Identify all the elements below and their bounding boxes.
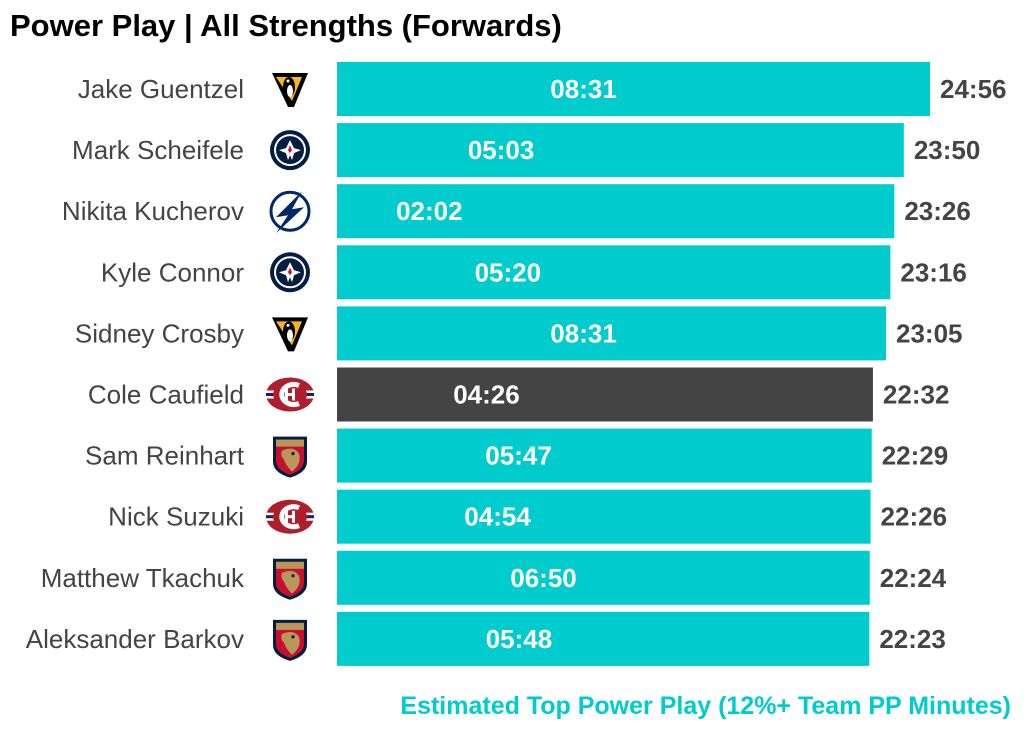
winnipeg-jets-logo: [270, 252, 310, 293]
bar: [337, 62, 930, 116]
pittsburgh-penguins-logo: [272, 73, 308, 107]
bar-row: Sidney Crosby 08:31 23:05: [75, 306, 963, 361]
pp-time-label: 05:47: [485, 441, 552, 471]
montreal-canadiens-logo: [266, 499, 314, 534]
chart-title: Power Play | All Strengths (Forwards): [10, 8, 562, 43]
bar-row: Aleksander Barkov 05:48 22:23: [26, 611, 946, 666]
total-time-label: 22:24: [880, 563, 947, 593]
bar: [337, 550, 870, 605]
player-name-label: Aleksander Barkov: [26, 624, 244, 654]
total-time-label: 22:23: [879, 624, 946, 654]
florida-panthers-logo: [273, 436, 307, 478]
total-time-label: 22:26: [881, 502, 948, 532]
bar: [337, 611, 870, 666]
bar-row: Nikita Kucherov 02:02 23:26: [62, 184, 971, 239]
pp-time-label: 05:48: [486, 624, 553, 654]
pp-time-label: 06:50: [510, 563, 577, 593]
pittsburgh-penguins-logo: [272, 317, 308, 352]
bar-row: Kyle Connor 05:20 23:16: [101, 245, 967, 300]
player-name-label: Sidney Crosby: [75, 318, 244, 348]
total-time-label: 22:29: [882, 441, 949, 471]
bar: [337, 184, 895, 239]
pp-time-label: 05:20: [475, 257, 542, 287]
total-time-label: 24:56: [940, 74, 1007, 104]
total-time-label: 23:26: [904, 196, 971, 226]
player-name-label: Sam Reinhart: [85, 441, 245, 471]
bar-row: Cole Caufield 04:26 22:32: [88, 367, 950, 422]
pp-time-label: 08:31: [550, 74, 617, 104]
bar-row: Sam Reinhart 05:47 22:29: [85, 428, 949, 483]
bar: [337, 123, 904, 178]
total-time-label: 23:50: [914, 135, 981, 165]
player-name-label: Mark Scheifele: [72, 135, 244, 165]
tampa-bay-lightning-logo: [269, 190, 311, 234]
pp-time-label: 02:02: [396, 196, 463, 226]
player-name-label: Kyle Connor: [101, 257, 244, 287]
chart-caption: Estimated Top Power Play (12%+ Team PP M…: [400, 692, 1011, 720]
pp-time-label: 08:31: [550, 318, 617, 348]
bar-row: Matthew Tkachuk 06:50 22:24: [41, 550, 947, 605]
bars-group: Jake Guentzel 08:31 24:56 Mark Scheifele 05:…: [26, 62, 1007, 666]
bar: [337, 367, 873, 422]
bar: [337, 489, 871, 544]
pp-time-label: 04:54: [464, 502, 531, 532]
florida-panthers-logo: [273, 558, 307, 600]
pp-time-label: 05:03: [468, 135, 535, 165]
winnipeg-jets-logo: [270, 130, 310, 171]
player-name-label: Matthew Tkachuk: [41, 563, 245, 593]
bar: [337, 428, 872, 483]
player-name-label: Jake Guentzel: [78, 74, 244, 104]
total-time-label: 23:05: [896, 318, 963, 348]
montreal-canadiens-logo: [266, 377, 314, 412]
pp-time-label: 04:26: [453, 380, 520, 410]
bar-row: Mark Scheifele 05:03 23:50: [72, 123, 981, 178]
total-time-label: 22:32: [883, 380, 950, 410]
bar: [337, 245, 891, 300]
bar: [337, 306, 887, 361]
player-name-label: Cole Caufield: [88, 380, 244, 410]
bar-row: Jake Guentzel 08:31 24:56: [78, 62, 1007, 116]
bar-row: Nick Suzuki 04:54 22:26: [108, 489, 948, 544]
player-name-label: Nick Suzuki: [108, 502, 244, 532]
total-time-label: 23:16: [900, 257, 967, 287]
player-name-label: Nikita Kucherov: [62, 196, 244, 226]
florida-panthers-logo: [273, 619, 307, 661]
